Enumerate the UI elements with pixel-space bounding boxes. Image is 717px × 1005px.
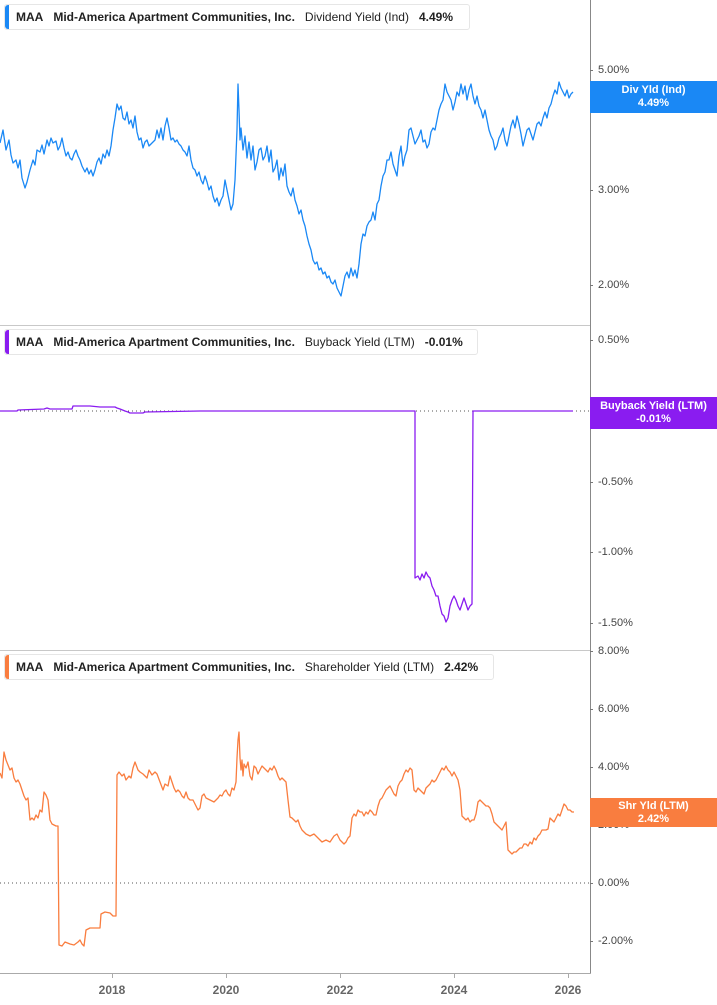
- buyback-yield-panel: MAA Mid-America Apartment Communities, I…: [0, 326, 717, 650]
- y-tick-label: -0.50%: [598, 476, 633, 488]
- tag-label: Shr Yld (LTM): [618, 799, 689, 812]
- legend-metric: Shareholder Yield (LTM): [304, 660, 435, 674]
- y-tick-label: -1.50%: [598, 617, 633, 629]
- y-tick-label: -2.00%: [598, 935, 633, 947]
- x-tick: [340, 973, 341, 978]
- y-tick: [590, 70, 593, 71]
- series-color-marker: [5, 330, 9, 354]
- shareholder-yield-line: [0, 731, 574, 947]
- y-tick-label: 2.00%: [598, 279, 630, 291]
- legend-company: Mid-America Apartment Communities, Inc.: [53, 660, 295, 674]
- x-tick-label: 2018: [98, 983, 126, 997]
- tag-value: 4.49%: [637, 97, 670, 109]
- legend-metric: Dividend Yield (Ind): [304, 10, 409, 24]
- y-tick: [590, 709, 593, 710]
- y-tick: [590, 190, 593, 191]
- tag-value: 2.42%: [637, 812, 670, 825]
- legend-ticker: MAA: [16, 660, 44, 674]
- legend-company: Mid-America Apartment Communities, Inc.: [53, 10, 295, 24]
- shareholder-yield-legend[interactable]: MAA Mid-America Apartment Communities, I…: [4, 654, 494, 680]
- y-axis-line: [590, 0, 591, 973]
- buyback-yield-value-tag: Buyback Yield (LTM) -0.01%: [590, 397, 717, 429]
- panel-divider-1: [0, 325, 590, 326]
- y-tick-label: 8.00%: [598, 645, 630, 657]
- y-tick-label: -1.00%: [598, 546, 633, 558]
- y-tick: [590, 767, 593, 768]
- x-tick: [226, 973, 227, 978]
- x-tick-label: 2026: [554, 983, 582, 997]
- y-tick-label: 5.00%: [598, 64, 630, 76]
- legend-metric: Buyback Yield (LTM): [304, 335, 415, 349]
- legend-value: -0.01%: [424, 335, 463, 349]
- x-tick-label: 2024: [440, 983, 468, 997]
- buyback-yield-line: [0, 405, 573, 623]
- y-tick: [590, 941, 593, 942]
- y-tick-label: 0.50%: [598, 334, 630, 346]
- x-axis-line: [0, 973, 591, 974]
- y-tick: [590, 623, 593, 624]
- y-tick-label: 4.00%: [598, 761, 630, 773]
- dividend-yield-line: [0, 81, 574, 297]
- dividend-yield-value-tag: Div Yld (Ind) 4.49%: [590, 81, 717, 113]
- tag-value: -0.01%: [636, 413, 671, 425]
- dividend-yield-panel: MAA Mid-America Apartment Communities, I…: [0, 0, 717, 325]
- panel-divider-2: [0, 650, 590, 651]
- y-tick-label: 3.00%: [598, 184, 630, 196]
- y-tick: [590, 482, 593, 483]
- shareholder-yield-panel: MAA Mid-America Apartment Communities, I…: [0, 651, 717, 973]
- y-tick: [590, 651, 593, 652]
- dividend-yield-legend[interactable]: MAA Mid-America Apartment Communities, I…: [4, 4, 470, 30]
- series-color-marker: [5, 5, 9, 29]
- legend-ticker: MAA: [16, 10, 44, 24]
- x-tick: [454, 973, 455, 978]
- y-tick: [590, 340, 593, 341]
- tag-label: Buyback Yield (LTM): [600, 400, 707, 412]
- y-tick: [590, 883, 593, 884]
- tag-label: Div Yld (Ind): [621, 84, 686, 96]
- shareholder-yield-value-tag: Shr Yld (LTM) 2.42%: [590, 798, 717, 827]
- x-tick: [112, 973, 113, 978]
- x-tick: [568, 973, 569, 978]
- x-tick-label: 2022: [326, 983, 354, 997]
- y-tick: [590, 285, 593, 286]
- y-tick-label: 6.00%: [598, 703, 630, 715]
- buyback-yield-legend[interactable]: MAA Mid-America Apartment Communities, I…: [4, 329, 478, 355]
- legend-company: Mid-America Apartment Communities, Inc.: [53, 335, 295, 349]
- x-tick-label: 2020: [212, 983, 240, 997]
- y-tick: [590, 552, 593, 553]
- y-tick-label: 0.00%: [598, 877, 630, 889]
- series-color-marker: [5, 655, 9, 679]
- legend-ticker: MAA: [16, 335, 44, 349]
- legend-value: 4.49%: [418, 10, 454, 24]
- legend-value: 2.42%: [444, 660, 479, 674]
